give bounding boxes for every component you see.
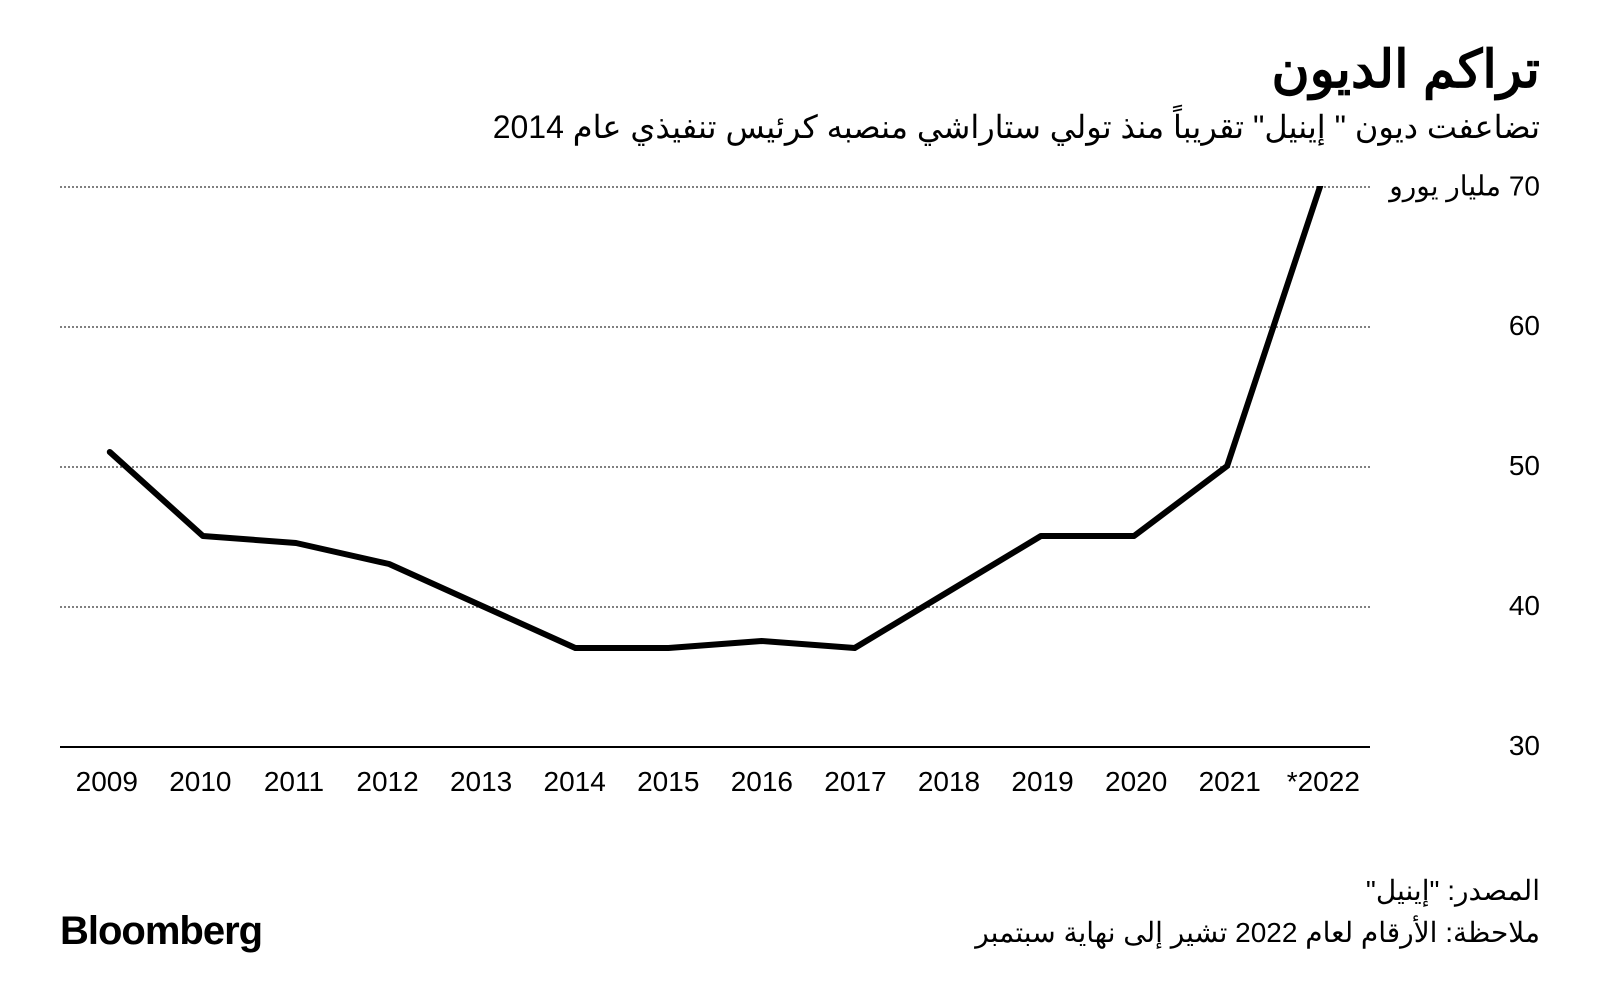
x-tick-label: 2012 (341, 766, 435, 798)
y-tick-label: 70 مليار يورو (1389, 170, 1540, 203)
baseline (60, 746, 1370, 748)
brand-logo: Bloomberg (60, 909, 262, 954)
chart-subtitle: تضاعفت ديون " إينيل" تقريباً منذ تولي ست… (60, 108, 1540, 146)
note-text: ملاحظة: الأرقام لعام 2022 تشير إلى نهاية… (975, 912, 1540, 954)
x-tick-label: 2020 (1089, 766, 1183, 798)
x-axis: 2009201020112012201320142015201620172018… (60, 766, 1370, 798)
chart-footer: Bloomberg المصدر: "إينيل" ملاحظة: الأرقا… (60, 870, 1540, 954)
x-tick-label: 2018 (902, 766, 996, 798)
x-tick-label: 2010 (154, 766, 248, 798)
x-tick-label: 2011 (247, 766, 341, 798)
x-tick-label: 2016 (715, 766, 809, 798)
x-tick-label: *2022 (1277, 766, 1371, 798)
data-line (110, 186, 1320, 648)
x-tick-label: 2015 (621, 766, 715, 798)
plot-region (60, 186, 1370, 746)
y-tick-label: 30 (1509, 730, 1540, 762)
chart-area: 3040506070 مليار يورو (60, 186, 1540, 746)
y-tick-label: 40 (1509, 590, 1540, 622)
chart-title: تراكم الديون (60, 40, 1540, 100)
x-tick-label: 2009 (60, 766, 154, 798)
x-tick-label: 2019 (996, 766, 1090, 798)
source-text: المصدر: "إينيل" (975, 870, 1540, 912)
x-tick-label: 2017 (809, 766, 903, 798)
y-axis: 3040506070 مليار يورو (1380, 186, 1540, 746)
y-tick-label: 60 (1509, 310, 1540, 342)
y-tick-label: 50 (1509, 450, 1540, 482)
line-chart-svg (60, 186, 1370, 746)
x-tick-label: 2014 (528, 766, 622, 798)
x-tick-label: 2021 (1183, 766, 1277, 798)
x-tick-label: 2013 (434, 766, 528, 798)
